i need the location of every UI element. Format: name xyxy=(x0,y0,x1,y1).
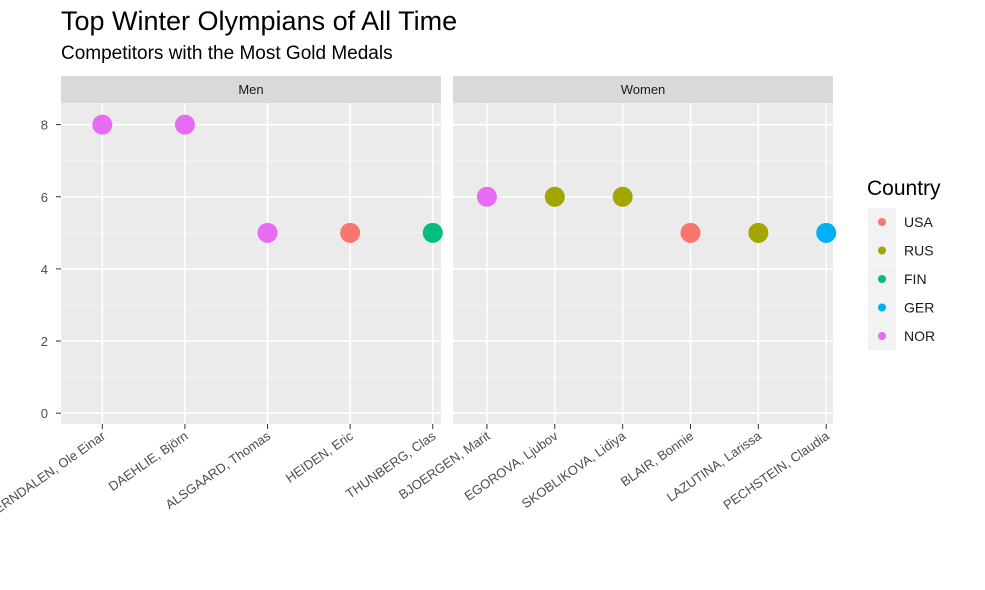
panel-background-women xyxy=(453,103,833,424)
data-point xyxy=(680,222,701,243)
chart-title: Top Winter Olympians of All Time xyxy=(61,6,458,36)
data-point xyxy=(92,114,113,135)
y-tick-label: 8 xyxy=(41,118,48,133)
data-point xyxy=(816,222,837,243)
y-tick-label: 4 xyxy=(41,262,48,277)
x-tick-label: DAEHLIE, Björn xyxy=(106,428,191,494)
facet-strip-men xyxy=(61,76,441,103)
data-point xyxy=(544,186,565,207)
facet-label-men: Men xyxy=(238,82,263,97)
legend-label: GER xyxy=(904,300,934,316)
legend-label: USA xyxy=(904,214,933,230)
legend-swatch xyxy=(878,218,886,226)
data-point xyxy=(612,186,633,207)
x-tick-label: HEIDEN, Eric xyxy=(283,428,357,486)
legend-swatch xyxy=(878,332,886,340)
facet-label-women: Women xyxy=(621,82,666,97)
y-tick-label: 2 xyxy=(41,334,48,349)
panel-background-men xyxy=(61,103,441,424)
legend-label: FIN xyxy=(904,271,927,287)
y-tick-label: 6 xyxy=(41,190,48,205)
legend-swatch xyxy=(878,303,886,312)
facet-strip-women xyxy=(453,76,833,103)
legend-label: RUS xyxy=(904,243,934,259)
data-point xyxy=(422,222,443,243)
data-point xyxy=(748,222,769,243)
y-tick-label: 0 xyxy=(41,406,48,421)
x-tick-label: THUNBERG, Clas xyxy=(343,428,439,501)
data-point xyxy=(476,186,497,207)
data-point xyxy=(257,222,278,243)
data-point xyxy=(174,114,195,135)
x-tick-label: BJOERNDALEN, Ole Einar xyxy=(0,428,109,531)
chart-subtitle: Competitors with the Most Gold Medals xyxy=(61,43,393,64)
legend-title: Country xyxy=(867,177,941,200)
legend-label: NOR xyxy=(904,328,935,344)
legend-swatch xyxy=(878,275,886,283)
legend-swatch xyxy=(878,246,886,255)
data-point xyxy=(340,222,361,243)
